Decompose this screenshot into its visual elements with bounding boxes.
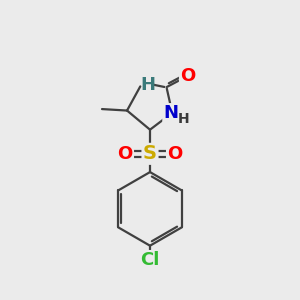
Text: Cl: Cl <box>140 251 160 269</box>
Text: O: O <box>117 145 133 163</box>
Text: H: H <box>140 76 155 94</box>
Text: S: S <box>143 144 157 163</box>
Text: O: O <box>167 145 183 163</box>
Text: N: N <box>164 104 179 122</box>
Text: O: O <box>180 67 196 85</box>
Text: H: H <box>178 112 189 126</box>
